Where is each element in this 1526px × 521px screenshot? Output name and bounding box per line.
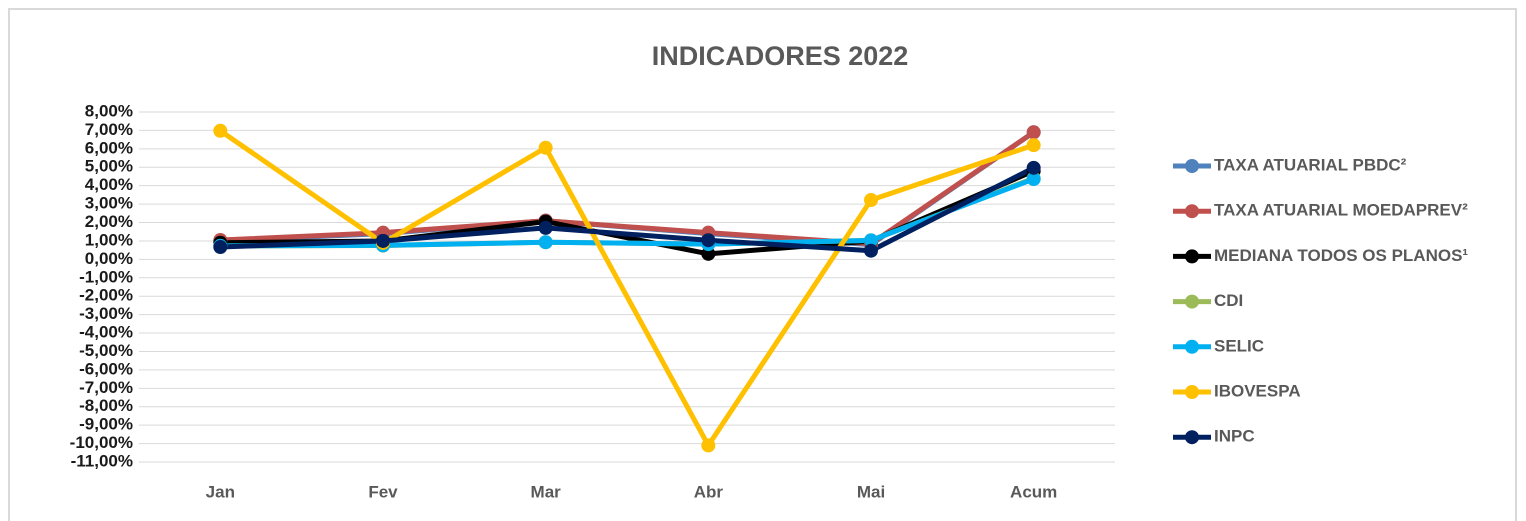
x-tick-label: Mai bbox=[857, 482, 885, 501]
y-tick-label: -1,00% bbox=[79, 267, 133, 286]
x-tick-label: Jan bbox=[206, 482, 235, 501]
y-tick-label: 4,00% bbox=[85, 175, 133, 194]
legend-marker bbox=[1185, 385, 1199, 399]
legend-label: IBOVESPA bbox=[1214, 381, 1301, 400]
y-tick-label: -7,00% bbox=[79, 378, 133, 397]
legend-marker bbox=[1185, 159, 1199, 173]
legend-marker bbox=[1185, 204, 1199, 219]
legend-label: TAXA ATUARIAL MOEDAPREV² bbox=[1214, 201, 1468, 220]
x-tick-label: Fev bbox=[368, 482, 398, 501]
y-tick-label: 8,00% bbox=[85, 101, 133, 120]
y-tick-label: -3,00% bbox=[79, 304, 133, 323]
point-marker bbox=[1026, 125, 1041, 140]
y-tick-label: -11,00% bbox=[71, 451, 133, 470]
legend-marker bbox=[1185, 294, 1199, 309]
y-tick-label: -4,00% bbox=[79, 323, 133, 342]
legend-marker bbox=[1185, 430, 1199, 445]
series-line bbox=[220, 176, 1035, 249]
point-marker bbox=[376, 233, 390, 248]
y-tick-label: -9,00% bbox=[79, 415, 133, 434]
legend-label: CDI bbox=[1214, 291, 1243, 310]
y-tick-label: -10,00% bbox=[70, 433, 133, 452]
legend-marker bbox=[1185, 249, 1199, 264]
point-marker bbox=[864, 243, 878, 258]
x-tick-label: Mar bbox=[531, 482, 562, 501]
point-marker bbox=[538, 220, 553, 235]
y-tick-label: 2,00% bbox=[85, 212, 133, 231]
y-tick-label: 6,00% bbox=[85, 138, 133, 157]
legend-label: SELIC bbox=[1214, 336, 1264, 355]
y-tick-label: -6,00% bbox=[79, 359, 133, 378]
series-line bbox=[220, 165, 1035, 254]
point-marker bbox=[213, 240, 228, 255]
point-marker bbox=[701, 438, 716, 453]
y-tick-label: 0,00% bbox=[85, 249, 133, 268]
chart-frame bbox=[8, 8, 1517, 521]
point-marker bbox=[864, 193, 878, 208]
legend-marker bbox=[1185, 339, 1199, 354]
series-line bbox=[220, 130, 1036, 247]
chart-title: INDICADORES 2022 bbox=[652, 41, 909, 71]
point-marker bbox=[213, 123, 228, 138]
point-marker bbox=[1026, 138, 1041, 153]
y-tick-label: 1,00% bbox=[85, 230, 133, 249]
legend-label: INPC bbox=[1214, 427, 1255, 446]
point-marker bbox=[538, 140, 553, 155]
point-marker bbox=[701, 233, 716, 248]
y-tick-label: 7,00% bbox=[85, 120, 133, 139]
point-marker bbox=[1026, 172, 1041, 187]
legend-label: TAXA ATUARIAL PBDC² bbox=[1214, 155, 1407, 174]
point-marker bbox=[1026, 160, 1041, 175]
x-tick-label: Acum bbox=[1010, 482, 1057, 501]
y-tick-label: 5,00% bbox=[85, 157, 133, 176]
series-line bbox=[218, 128, 1035, 448]
point-marker bbox=[538, 235, 553, 250]
point-marker bbox=[701, 246, 716, 261]
y-tick-label: 3,00% bbox=[85, 194, 133, 213]
y-tick-label: -2,00% bbox=[79, 286, 133, 305]
x-tick-label: Abr bbox=[694, 482, 724, 501]
point-marker bbox=[864, 233, 878, 248]
legend-label: MEDIANA TODOS OS PLANOS¹ bbox=[1214, 246, 1468, 265]
y-tick-label: -5,00% bbox=[79, 341, 133, 360]
y-tick-label: -8,00% bbox=[79, 396, 133, 415]
